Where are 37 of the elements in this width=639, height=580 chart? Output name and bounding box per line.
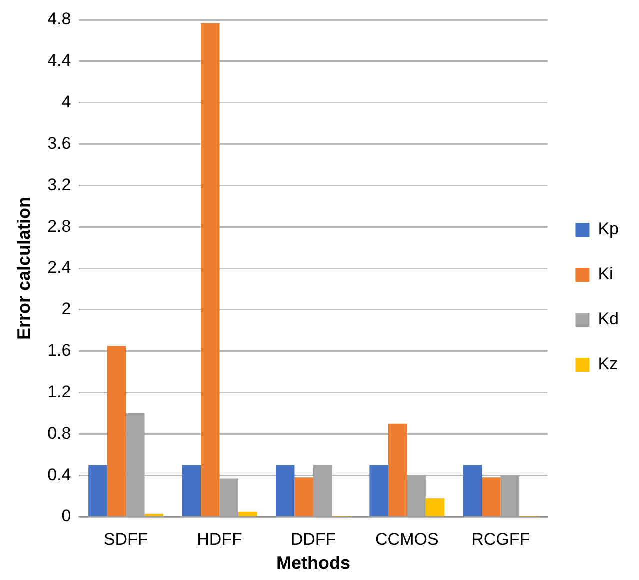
legend-label: Kz <box>598 354 618 374</box>
y-tick-label: 3.6 <box>48 134 72 153</box>
y-tick-label: 2.8 <box>48 216 72 236</box>
bar <box>276 465 295 516</box>
x-tick-label: CCMOS <box>376 530 439 549</box>
legend-label: Ki <box>598 264 614 284</box>
x-tick-label: HDFF <box>197 530 242 549</box>
bar <box>388 424 408 516</box>
x-tick-label: SDFF <box>104 530 148 549</box>
bar <box>107 346 126 516</box>
y-tick-label: 0.4 <box>48 465 72 484</box>
y-tick-label: 1.2 <box>48 382 72 402</box>
bar <box>144 514 164 516</box>
x-axis-title: Methods <box>276 553 350 574</box>
x-tick-label: RCGFF <box>472 530 530 549</box>
legend-label: Kp <box>598 220 620 239</box>
x-tick-label: DDFF <box>290 530 336 549</box>
y-tick-label: 4.4 <box>48 51 72 70</box>
bar <box>426 498 445 516</box>
bar <box>238 512 258 516</box>
bar <box>201 23 220 516</box>
y-tick-label: 3.2 <box>48 175 72 194</box>
legend-label: Kd <box>598 310 620 329</box>
y-tick-label: 0 <box>62 506 72 526</box>
y-tick-label: 0.8 <box>48 424 72 443</box>
bar <box>294 478 314 516</box>
y-tick-label: 1.6 <box>48 341 72 360</box>
bar <box>463 465 482 516</box>
bar <box>182 465 202 516</box>
y-tick-label: 4 <box>62 92 72 112</box>
y-axis-title: Error calculation <box>14 196 34 340</box>
bar <box>482 478 501 516</box>
bar <box>370 465 388 516</box>
y-tick-label: 4.8 <box>48 10 72 29</box>
y-tick-label: 2 <box>62 300 72 319</box>
y-tick-label: 2.4 <box>48 258 72 278</box>
bar <box>88 465 108 516</box>
